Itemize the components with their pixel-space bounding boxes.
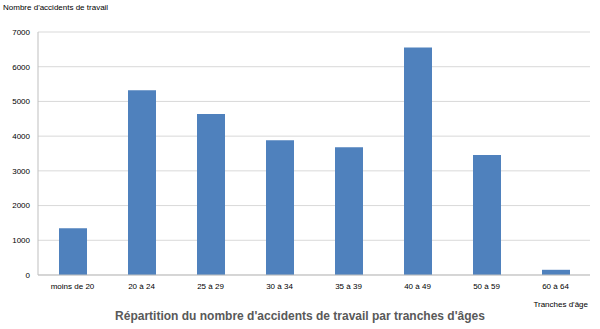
- svg-text:50 à 59: 50 à 59: [473, 282, 500, 291]
- html-text:Répartition du nombre d'accide: Répartition du nombre d'accidents de tra…: [115, 309, 485, 323]
- svg-text:5000: 5000: [12, 97, 30, 106]
- svg-text:4000: 4000: [12, 132, 30, 141]
- svg-text:25 à 29: 25 à 29: [197, 282, 224, 291]
- svg-text:6000: 6000: [12, 63, 30, 72]
- svg-text:3000: 3000: [12, 167, 30, 176]
- html-text:Nombre d'accidents de travail: Nombre d'accidents de travail: [3, 3, 109, 12]
- svg-text:60 à 64: 60 à 64: [542, 282, 569, 291]
- svg-text:0: 0: [26, 271, 31, 280]
- svg-text:7000: 7000: [12, 28, 30, 37]
- svg-text:40 à 49: 40 à 49: [404, 282, 431, 291]
- svg-text:moins de 20: moins de 20: [51, 282, 95, 291]
- svg-text:2000: 2000: [12, 201, 30, 210]
- html-text:Tranches d'âge: Tranches d'âge: [533, 300, 588, 309]
- svg-text:1000: 1000: [12, 236, 30, 245]
- svg-text:30 à 34: 30 à 34: [266, 282, 293, 291]
- svg-text:20 à 24: 20 à 24: [128, 282, 155, 291]
- svg-text:35 à 39: 35 à 39: [335, 282, 362, 291]
